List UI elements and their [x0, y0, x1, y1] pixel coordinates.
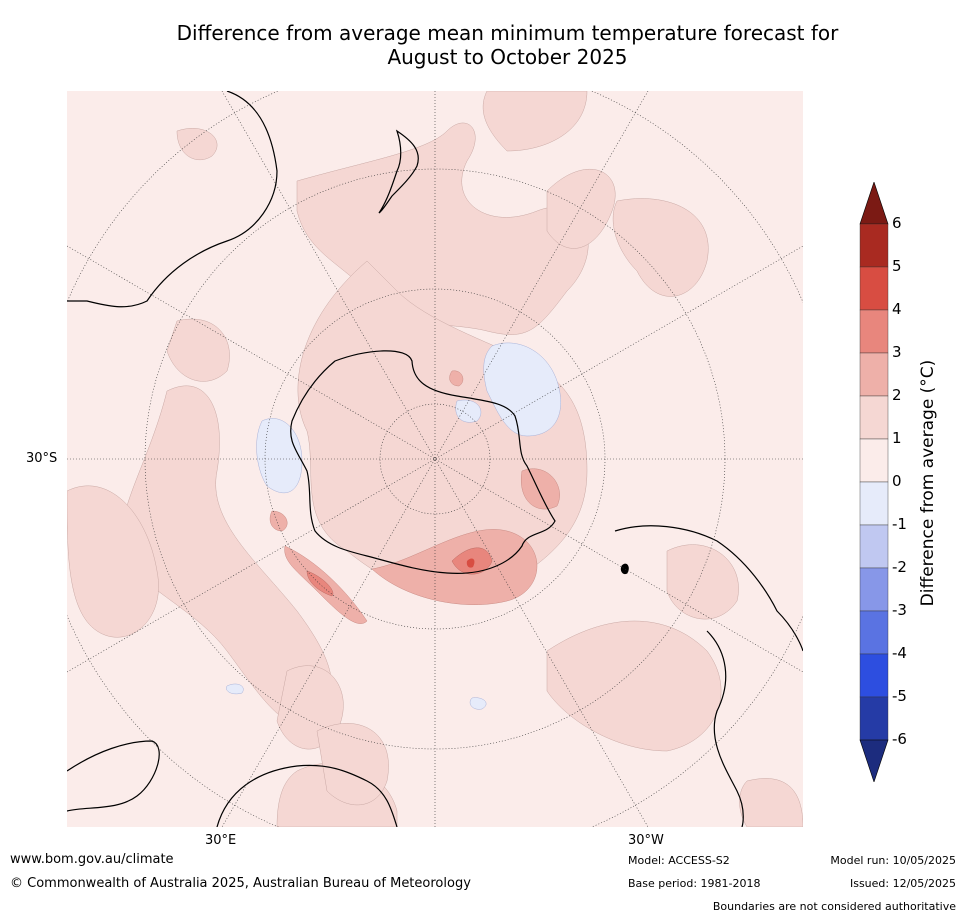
colorbar-tick-label: -3 [892, 601, 907, 619]
footer-issued: Issued: 12/05/2025 [849, 877, 956, 890]
colorbar-tick-label: -2 [892, 558, 907, 576]
colorbar-segment-m2_m1 [859, 524, 889, 569]
footer-model-run: Model run: 10/05/2025 [830, 854, 956, 867]
antarctica-coastline [290, 350, 556, 574]
footer-website: www.bom.gov.au/climate [10, 852, 174, 867]
colorbar-tick-label: -4 [892, 644, 907, 662]
colorbar-segment-0_1 [859, 438, 889, 483]
colorbar-segment-m4_m3 [859, 610, 889, 655]
lon-label-30e: 30°E [205, 833, 237, 848]
colorbar-segment-4_5 [859, 266, 889, 311]
colorbar-tick-label: 3 [892, 343, 902, 361]
colorbar-segment-2_3 [859, 352, 889, 397]
colorbar-tick-label: 5 [892, 257, 902, 275]
colorbar-tick-label: -5 [892, 687, 907, 705]
map-title-line2: August to October 2025 [387, 45, 628, 69]
polar-map-svg [67, 91, 803, 827]
africa-coastline [614, 525, 803, 652]
colorbar-segment-3_4 [859, 309, 889, 354]
colorbar-tick-label: 4 [892, 300, 902, 318]
colorbar-tick-label: -1 [892, 515, 907, 533]
colorbar-tick-label: 1 [892, 429, 902, 447]
australia-coastline [216, 764, 398, 827]
footer-disclaimer: Boundaries are not considered authoritat… [712, 900, 956, 913]
colorbar-tick-label: 6 [892, 214, 902, 232]
south-america-coastline [67, 91, 278, 308]
footer-base-period: Base period: 1981-2018 [628, 877, 761, 890]
anomaly-regions-4-5 [466, 558, 475, 568]
madagascar-coastline [620, 563, 629, 574]
anomaly-regions-1-2 [67, 91, 803, 827]
colorbar-extend-top [859, 182, 889, 225]
colorbar-segment-m6_m5 [859, 696, 889, 741]
colorbar-tick-label: -6 [892, 730, 907, 748]
africa-coastline-2 [706, 630, 744, 827]
footer-model: Model: ACCESS-S2 [628, 854, 730, 867]
colorbar-segment-m3_m2 [859, 567, 889, 612]
polar-map [67, 91, 803, 827]
colorbar-segment-1_2 [859, 395, 889, 440]
colorbar-segment-m5_m4 [859, 653, 889, 698]
graticule [67, 91, 803, 827]
colorbar-segment-5_6 [859, 223, 889, 268]
lon-label-30w: 30°W [628, 833, 664, 848]
map-title-line1: Difference from average mean minimum tem… [176, 21, 839, 45]
australia-coastline-2 [67, 740, 160, 812]
colorbar-extend-bottom [859, 739, 889, 782]
colorbar-tick-label: 2 [892, 386, 902, 404]
colorbar-title: Difference from average (°C) [918, 359, 938, 607]
map-title: Difference from average mean minimum tem… [60, 21, 955, 69]
colorbar [859, 182, 889, 782]
footer-copyright: © Commonwealth of Australia 2025, Austra… [10, 876, 471, 891]
lat-label-30s: 30°S [26, 451, 58, 466]
colorbar-segment-m1_0 [859, 481, 889, 526]
colorbar-tick-label: 0 [892, 472, 902, 490]
new-zealand-coastline [378, 129, 419, 214]
